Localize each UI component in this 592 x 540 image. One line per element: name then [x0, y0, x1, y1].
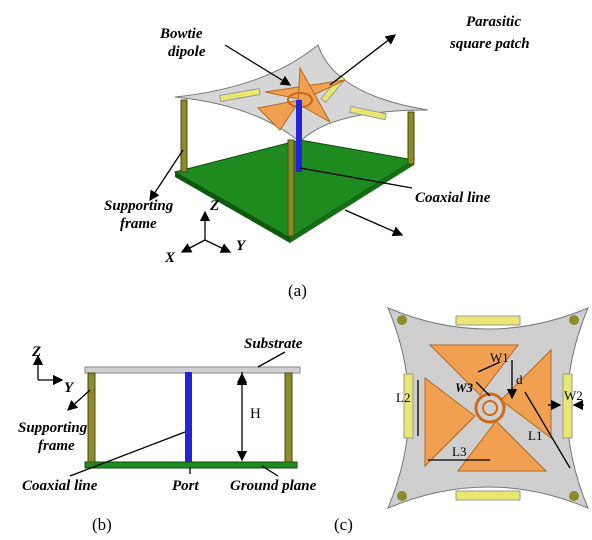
caption: (c): [334, 515, 353, 534]
leader: [345, 210, 402, 235]
axis: [182, 240, 205, 252]
label: Ground plane: [230, 478, 317, 494]
patch: [563, 374, 572, 438]
substrate: [85, 367, 300, 373]
figure: Bowtie dipole Parasitic square patch Sup…: [0, 0, 592, 540]
axis: [205, 240, 230, 252]
label: Coaxial line: [415, 190, 491, 206]
dim-label: W2: [564, 388, 583, 403]
label: frame: [38, 438, 75, 454]
axis-label: Z: [209, 198, 219, 214]
label: frame: [120, 216, 157, 232]
label: Parasitic: [466, 14, 521, 30]
post: [88, 373, 95, 462]
post: [397, 491, 407, 501]
patch: [456, 491, 520, 500]
post: [569, 491, 579, 501]
dim-label: W1: [490, 350, 509, 365]
leader: [258, 352, 285, 367]
dim-label: L1: [528, 428, 542, 443]
patch: [404, 374, 413, 438]
post: [397, 315, 407, 325]
axis-label: Y: [64, 380, 75, 396]
axis-label: X: [164, 250, 176, 266]
patch: [456, 316, 520, 325]
dim-label: W3: [455, 380, 474, 395]
label: Supporting: [18, 420, 88, 436]
dim-label: L3: [452, 444, 466, 459]
post: [285, 373, 292, 462]
panel-b: Substrate H Supporting frame Coaxial lin…: [18, 336, 317, 534]
label: H: [250, 406, 261, 422]
label: Bowtie: [159, 26, 203, 42]
post: [288, 140, 294, 236]
dim-label: L2: [396, 390, 410, 405]
axis-label: Y: [236, 238, 247, 254]
leader: [330, 35, 395, 85]
coax: [296, 100, 302, 172]
panel-a: Bowtie dipole Parasitic square patch Sup…: [104, 14, 530, 300]
coax: [185, 372, 192, 462]
label: square patch: [449, 36, 530, 52]
post: [181, 100, 187, 172]
ground-plane: [85, 462, 297, 468]
label: Supporting: [104, 198, 174, 214]
leader: [70, 432, 185, 476]
post: [569, 315, 579, 325]
label: Coaxial line: [22, 478, 98, 494]
caption: (a): [288, 281, 307, 300]
dim-label: d: [516, 372, 523, 387]
post: [408, 112, 414, 164]
caption: (b): [92, 515, 112, 534]
label: Substrate: [244, 336, 303, 352]
panel-c: W1 d W3 W2 L2 L1 L3 (c): [334, 308, 588, 534]
label: Port: [172, 478, 200, 494]
axis-label: Z: [31, 344, 41, 360]
label: dipole: [168, 44, 206, 60]
